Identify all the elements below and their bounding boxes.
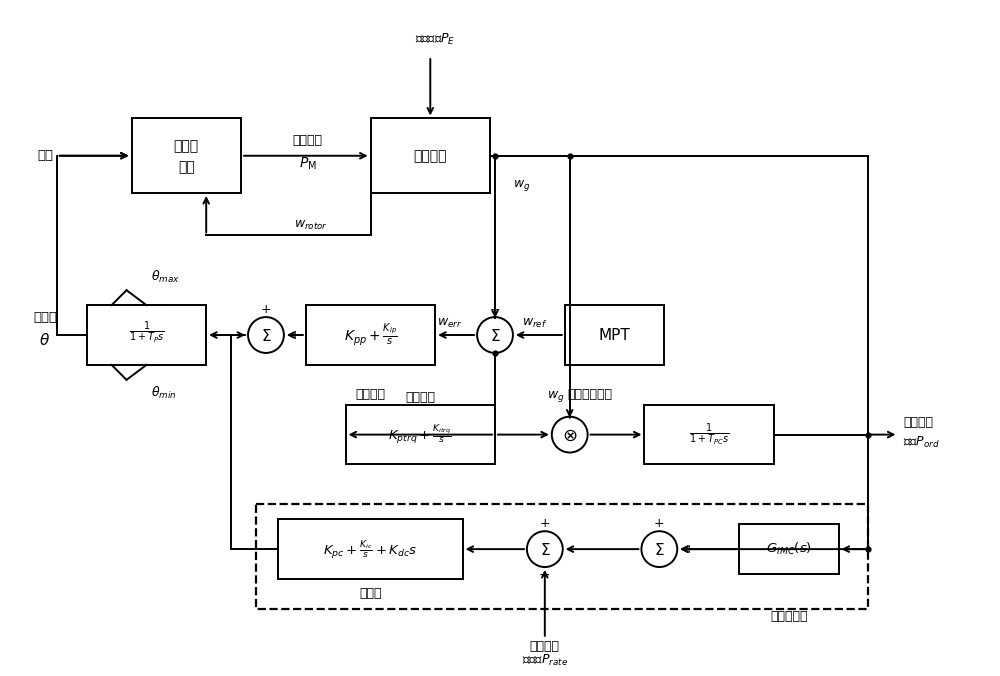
Text: $\Sigma$: $\Sigma$ (654, 542, 665, 558)
Bar (87, 305, 206, 365)
Text: 转矩控制: 转矩控制 (405, 391, 435, 404)
Text: +: + (261, 303, 271, 316)
Text: 机械功率: 机械功率 (293, 135, 323, 147)
Text: $K_{pp}+\frac{K_{ip}}{s}$: $K_{pp}+\frac{K_{ip}}{s}$ (344, 322, 397, 349)
Text: +: + (290, 329, 300, 341)
Text: 有功功率: 有功功率 (530, 640, 560, 653)
Text: +: + (654, 516, 665, 530)
Text: $K_{ptrq}+\frac{K_{itrq}}{s}$: $K_{ptrq}+\frac{K_{itrq}}{s}$ (388, 422, 452, 447)
Circle shape (477, 317, 513, 353)
Bar (565, 305, 664, 365)
Text: $G_{IMC}(s)$: $G_{IMC}(s)$ (766, 541, 812, 557)
Text: −: − (539, 568, 551, 582)
Bar (278, 519, 463, 579)
Text: $\Sigma$: $\Sigma$ (490, 328, 500, 344)
Bar (132, 118, 241, 193)
Text: 桨距控制: 桨距控制 (356, 388, 386, 402)
Text: −: − (458, 328, 469, 342)
Text: 最大功率跟踪: 最大功率跟踪 (567, 388, 612, 402)
Text: 桨距角: 桨距角 (33, 310, 57, 324)
Text: $\theta_{min}$: $\theta_{min}$ (151, 385, 177, 401)
Bar (644, 405, 774, 464)
Bar (306, 305, 435, 365)
Text: $\frac{1}{1+T_P s}$: $\frac{1}{1+T_P s}$ (129, 320, 164, 346)
Text: $P_{\rm M}$: $P_{\rm M}$ (299, 155, 317, 172)
Text: $\frac{1}{1+T_{PC}s}$: $\frac{1}{1+T_{PC}s}$ (689, 422, 729, 448)
Text: +: + (490, 303, 500, 316)
Bar (371, 118, 490, 193)
Circle shape (248, 317, 284, 353)
Text: $w_{ref}$: $w_{ref}$ (522, 316, 548, 330)
Text: $w_{rotor}$: $w_{rotor}$ (294, 219, 328, 232)
Bar (256, 504, 868, 609)
Text: 桨补偿控制: 桨补偿控制 (770, 610, 808, 623)
Text: 需求$P_{ord}$: 需求$P_{ord}$ (903, 435, 940, 450)
Text: $w_g$: $w_g$ (513, 178, 530, 193)
Text: 有功功率$P_E$: 有功功率$P_E$ (415, 32, 455, 47)
Text: $K_{pc}+\frac{K_{ic}}{s}+K_{dc}s$: $K_{pc}+\frac{K_{ic}}{s}+K_{dc}s$ (323, 537, 418, 560)
Text: $\Sigma$: $\Sigma$ (540, 542, 550, 558)
Text: 风功率: 风功率 (174, 139, 199, 153)
Text: +: + (683, 543, 694, 556)
Text: 风速: 风速 (37, 149, 53, 162)
Text: 转子模型: 转子模型 (414, 149, 447, 163)
Text: 桨补偿: 桨补偿 (359, 587, 382, 600)
Text: 有功功率: 有功功率 (903, 416, 933, 429)
Text: $\theta_{max}$: $\theta_{max}$ (151, 269, 180, 285)
Bar (346, 405, 495, 464)
Text: 模型: 模型 (178, 161, 195, 174)
Text: MPT: MPT (599, 327, 630, 343)
Text: 设定值$P_{rate}$: 设定值$P_{rate}$ (522, 653, 568, 668)
Text: $\theta$: $\theta$ (39, 332, 50, 348)
Text: +: + (540, 516, 550, 530)
Circle shape (527, 531, 563, 567)
Bar (739, 524, 839, 574)
Circle shape (552, 416, 588, 452)
Text: $w_g$: $w_g$ (547, 389, 565, 404)
Text: $\otimes$: $\otimes$ (562, 427, 577, 445)
Text: $w_{err}$: $w_{err}$ (437, 316, 462, 330)
Circle shape (641, 531, 677, 567)
Text: $\Sigma$: $\Sigma$ (261, 328, 271, 344)
